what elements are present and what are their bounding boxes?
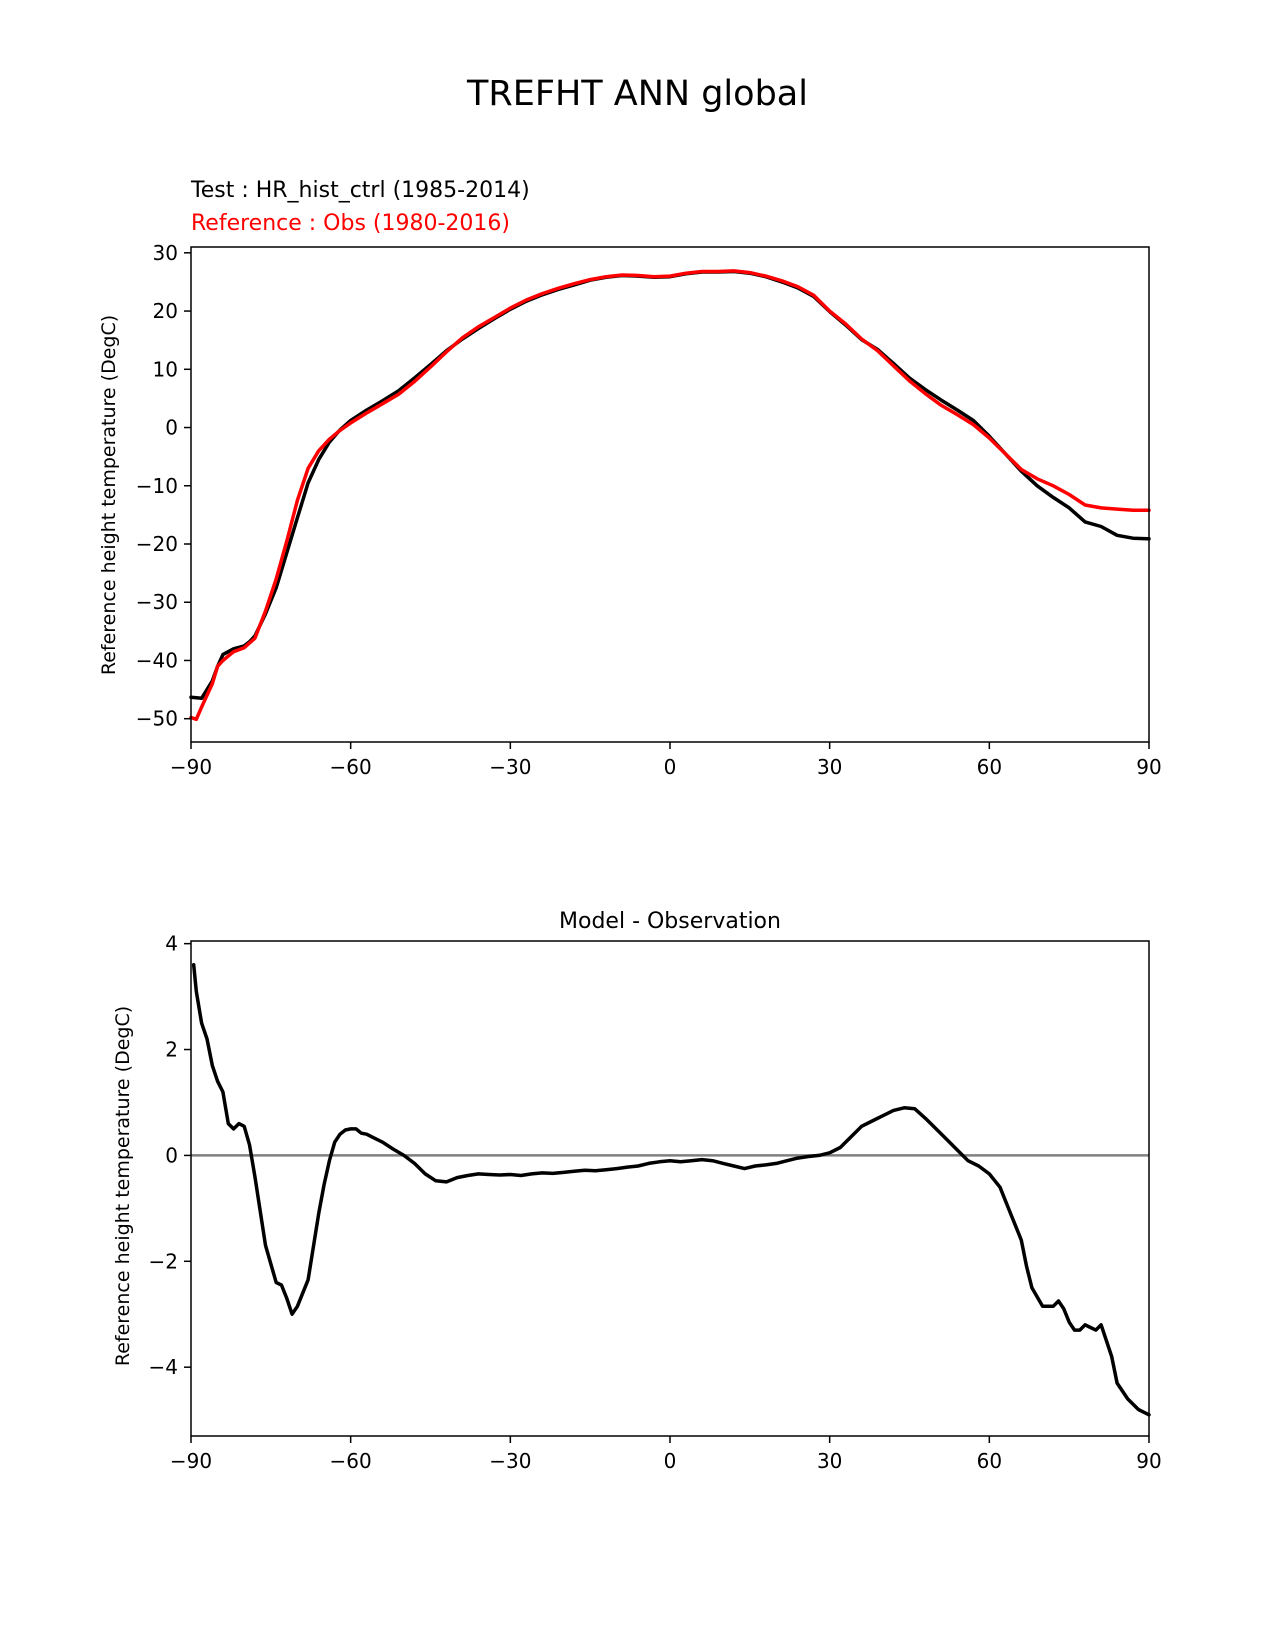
- top-x-tick-label: −60: [330, 755, 372, 779]
- top-x-tick-label: 90: [1136, 755, 1161, 779]
- bottom-y-tick-label: 4: [165, 932, 178, 956]
- top-y-tick-label: −30: [136, 590, 178, 614]
- bottom-series-difference: [191, 963, 1151, 1417]
- bottom-x-tick-label: −90: [170, 1449, 212, 1473]
- top-y-tick-label: −40: [136, 648, 178, 672]
- bottom-x-tick-label: −60: [330, 1449, 372, 1473]
- top-axes-frame: [190, 246, 1150, 743]
- bottom-y-tick-label: 0: [165, 1143, 178, 1167]
- bottom-y-axis-label: Reference height temperature (DegC): [112, 1006, 134, 1366]
- top-x-tick-label: −90: [170, 755, 212, 779]
- top-y-tick-label: −20: [136, 532, 178, 556]
- top-x-tick-label: 0: [664, 755, 677, 779]
- bottom-x-tick-label: 60: [977, 1449, 1002, 1473]
- bottom-y-tick-label: 2: [165, 1038, 178, 1062]
- panel-top-chart: Test : HR_hist_ctrl (1985-2014) Referenc…: [98, 178, 1162, 779]
- top-series-test: [189, 269, 1151, 701]
- top-y-tick-label: 20: [153, 299, 178, 323]
- top-y-tick-label: 0: [165, 416, 178, 440]
- top-series-reference: [189, 269, 1151, 722]
- bottom-x-tick-label: 30: [817, 1449, 842, 1473]
- top-y-axis-label: Reference height temperature (DegC): [98, 315, 120, 675]
- top-y-tick-label: −10: [136, 474, 178, 498]
- bottom-title: Model - Observation: [559, 909, 781, 934]
- bottom-axes-frame: [190, 940, 1150, 1437]
- bottom-plot-area: −90 −60 −30 0 30 60 90 −4 −2 0 2 4: [149, 932, 1162, 1473]
- reference-label: Reference : Obs (1980-2016): [191, 211, 510, 236]
- top-plot-area: −90 −60 −30 0 30 60 90 −50 −40 −30 −20 −10 0 10 20 30: [136, 241, 1162, 779]
- figure-title: TREFHT ANN global: [467, 74, 808, 114]
- bottom-y-tick-label: −4: [149, 1355, 178, 1379]
- panel-bottom-chart: Model - Observation Reference height tem…: [112, 909, 1162, 1473]
- bottom-x-tick-label: −30: [489, 1449, 531, 1473]
- top-y-tick-label: 10: [153, 357, 178, 381]
- bottom-y-tick-label: −2: [149, 1249, 178, 1273]
- top-y-tick-label: 30: [153, 241, 178, 265]
- top-x-tick-label: −30: [489, 755, 531, 779]
- top-y-tick-label: −50: [136, 707, 178, 731]
- test-label: Test : HR_hist_ctrl (1985-2014): [190, 178, 530, 203]
- bottom-x-tick-label: 0: [664, 1449, 677, 1473]
- top-x-tick-label: 30: [817, 755, 842, 779]
- top-x-tick-label: 60: [977, 755, 1002, 779]
- bottom-x-tick-label: 90: [1136, 1449, 1161, 1473]
